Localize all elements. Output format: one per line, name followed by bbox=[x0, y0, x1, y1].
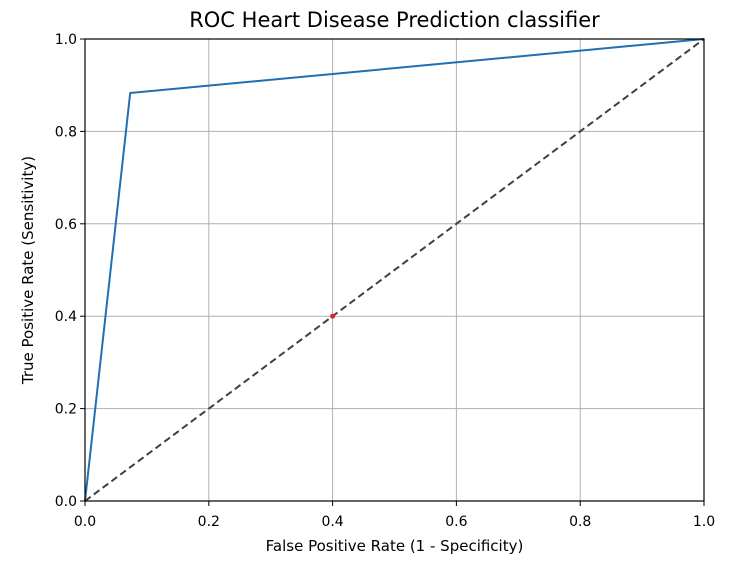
y-axis-title: True Positive Rate (Sensitivity) bbox=[19, 156, 37, 385]
y-tick-label: 0.8 bbox=[55, 124, 77, 140]
x-tick-label: 0.2 bbox=[198, 514, 220, 530]
x-tick-label: 0.0 bbox=[74, 514, 96, 530]
axis-ticks: 0.0 0.2 0.4 0.6 0.8 1.0 0.0 0.2 0.4 0.6 0.8 1.0 bbox=[55, 32, 715, 530]
x-axis-title: False Positive Rate (1 - Specificity) bbox=[266, 537, 524, 555]
y-tick-label: 0.0 bbox=[55, 494, 77, 510]
roc-curve-line bbox=[84, 38, 705, 502]
y-tick-label: 0.2 bbox=[55, 402, 77, 418]
x-tick-label: 0.6 bbox=[445, 514, 467, 530]
series-lines bbox=[84, 38, 705, 502]
x-tick-label: 0.8 bbox=[569, 514, 591, 530]
marker-point bbox=[330, 313, 336, 319]
chance-diagonal-line bbox=[84, 38, 705, 502]
x-tick-label: 0.4 bbox=[321, 514, 343, 530]
y-tick-label: 0.6 bbox=[55, 217, 77, 233]
markers bbox=[330, 313, 336, 319]
chart-title: ROC Heart Disease Prediction classifier bbox=[189, 8, 600, 32]
x-tick-label: 1.0 bbox=[693, 514, 715, 530]
y-tick-label: 1.0 bbox=[55, 32, 77, 48]
y-tick-label: 0.4 bbox=[55, 309, 77, 325]
plot-frame bbox=[84, 38, 705, 502]
